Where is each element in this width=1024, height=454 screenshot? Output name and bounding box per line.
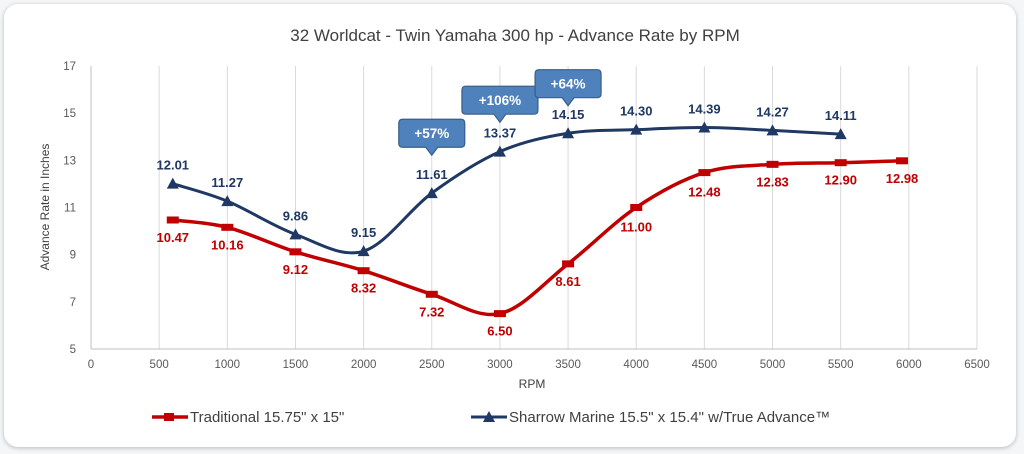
data-label-traditional: 8.32 xyxy=(351,281,376,296)
data-label-traditional: 10.16 xyxy=(211,237,244,252)
x-tick-label: 6000 xyxy=(896,359,922,371)
series-line-sharrow xyxy=(172,126,841,255)
x-tick-label: 4000 xyxy=(623,359,649,371)
data-point-sharrow xyxy=(630,123,643,135)
x-tick-label: 5500 xyxy=(828,359,854,371)
data-label-sharrow: 14.11 xyxy=(825,108,857,123)
data-label-sharrow: 11.61 xyxy=(416,167,448,182)
callout-106-pct: +106% xyxy=(461,85,539,124)
data-label-traditional: 10.47 xyxy=(157,230,190,245)
data-point-traditional xyxy=(289,248,302,256)
data-label-sharrow: 13.37 xyxy=(484,126,517,141)
data-label-traditional: 12.83 xyxy=(756,174,789,189)
data-point-sharrow xyxy=(766,124,779,136)
data-point-traditional xyxy=(630,204,643,211)
callout-57-pct: +57% xyxy=(398,118,466,157)
data-point-sharrow xyxy=(493,145,506,157)
x-tick-label: 6500 xyxy=(964,359,990,371)
data-point-traditional xyxy=(166,216,179,224)
data-label-traditional: 11.00 xyxy=(620,220,652,235)
data-point-traditional xyxy=(425,290,438,298)
data-label-sharrow: 12.01 xyxy=(157,158,190,173)
data-point-sharrow xyxy=(562,127,575,139)
data-point-sharrow xyxy=(166,177,179,189)
data-point-traditional xyxy=(698,169,711,177)
x-tick-label: 5000 xyxy=(760,359,786,371)
chart-card xyxy=(4,4,1016,447)
x-tick-label: 1500 xyxy=(283,359,309,371)
series-layer xyxy=(166,121,909,318)
data-point-sharrow xyxy=(834,128,847,140)
data-point-traditional xyxy=(357,267,370,275)
y-tick-label: 13 xyxy=(63,155,76,167)
data-label-traditional: 6.50 xyxy=(487,324,512,339)
data-label-sharrow: 14.39 xyxy=(688,102,721,117)
data-point-sharrow xyxy=(357,245,370,257)
data-label-traditional: 8.61 xyxy=(555,274,580,289)
series-sharrow xyxy=(166,121,847,257)
data-point-sharrow xyxy=(698,121,711,133)
data-point-sharrow xyxy=(221,195,234,207)
data-label-sharrow: 9.86 xyxy=(283,208,308,223)
chart-title: 32 Worldcat - Twin Yamaha 300 hp - Advan… xyxy=(290,26,739,45)
legend-item-traditional: Traditional 15.75" x 15" xyxy=(152,409,344,426)
data-label-sharrow: 14.27 xyxy=(756,104,789,119)
x-tick-label: 3000 xyxy=(487,359,513,371)
callout-64-pct: +64% xyxy=(534,69,602,107)
series-line-traditional xyxy=(172,159,903,317)
y-tick-label: 5 xyxy=(70,344,76,356)
axes: 0 500 1000 1500 2000 2500 3000 3500 4000 4500 5000… xyxy=(63,61,990,371)
x-tick-label: 3500 xyxy=(555,359,581,371)
data-label-traditional: 9.12 xyxy=(283,262,308,277)
x-tick-label: 2500 xyxy=(419,359,445,371)
data-label-traditional: 12.48 xyxy=(688,185,721,200)
x-tick-label: 1000 xyxy=(215,359,241,371)
x-tick-label: 500 xyxy=(150,359,169,371)
x-tick-label: 4500 xyxy=(692,359,718,371)
data-label-sharrow: 14.15 xyxy=(552,107,585,122)
callout-text: +57% xyxy=(414,126,449,141)
data-point-traditional xyxy=(766,160,779,168)
y-axis-label: Advance Rate in Inches xyxy=(38,144,52,271)
data-point-traditional xyxy=(834,159,847,167)
data-point-sharrow xyxy=(289,228,302,240)
data-point-traditional xyxy=(562,260,575,268)
callout-text: +64% xyxy=(551,77,586,92)
data-label-traditional: 7.32 xyxy=(419,304,444,319)
y-tick-label: 7 xyxy=(70,297,76,309)
legend-label-traditional: Traditional 15.75" x 15" xyxy=(190,409,344,426)
data-point-sharrow xyxy=(425,187,438,199)
x-axis-label: RPM xyxy=(519,377,546,391)
data-label-sharrow: 14.30 xyxy=(620,104,653,119)
data-label-traditional: 12.98 xyxy=(886,171,919,186)
data-point-traditional xyxy=(493,310,506,318)
data-labels: 10.47 10.16 9.12 8.32 7.32 6.50 8.61 11.00 12.48… xyxy=(157,102,919,339)
x-tick-label: 2000 xyxy=(351,359,377,371)
series-traditional xyxy=(166,157,909,318)
data-label-traditional: 12.90 xyxy=(824,173,857,188)
grid xyxy=(90,66,978,349)
callout-text: +106% xyxy=(479,93,521,108)
callout-box xyxy=(534,69,602,107)
legend: Traditional 15.75" x 15" Sharrow Marine … xyxy=(152,409,830,426)
data-label-sharrow: 9.15 xyxy=(351,225,376,240)
data-point-traditional xyxy=(221,223,234,231)
data-label-sharrow: 11.27 xyxy=(211,175,243,190)
legend-label-sharrow: Sharrow Marine 15.5" x 15.4" w/True Adva… xyxy=(509,409,830,426)
y-tick-label: 9 xyxy=(70,250,76,262)
y-tick-label: 11 xyxy=(64,203,76,215)
x-tick-label: 0 xyxy=(88,359,94,371)
y-tick-label: 15 xyxy=(63,108,76,120)
data-point-traditional xyxy=(896,157,909,165)
callouts: +57% +106% +64% xyxy=(398,69,602,157)
y-tick-label: 17 xyxy=(63,61,76,73)
legend-item-sharrow: Sharrow Marine 15.5" x 15.4" w/True Adva… xyxy=(471,409,830,426)
callout-box xyxy=(398,118,466,157)
